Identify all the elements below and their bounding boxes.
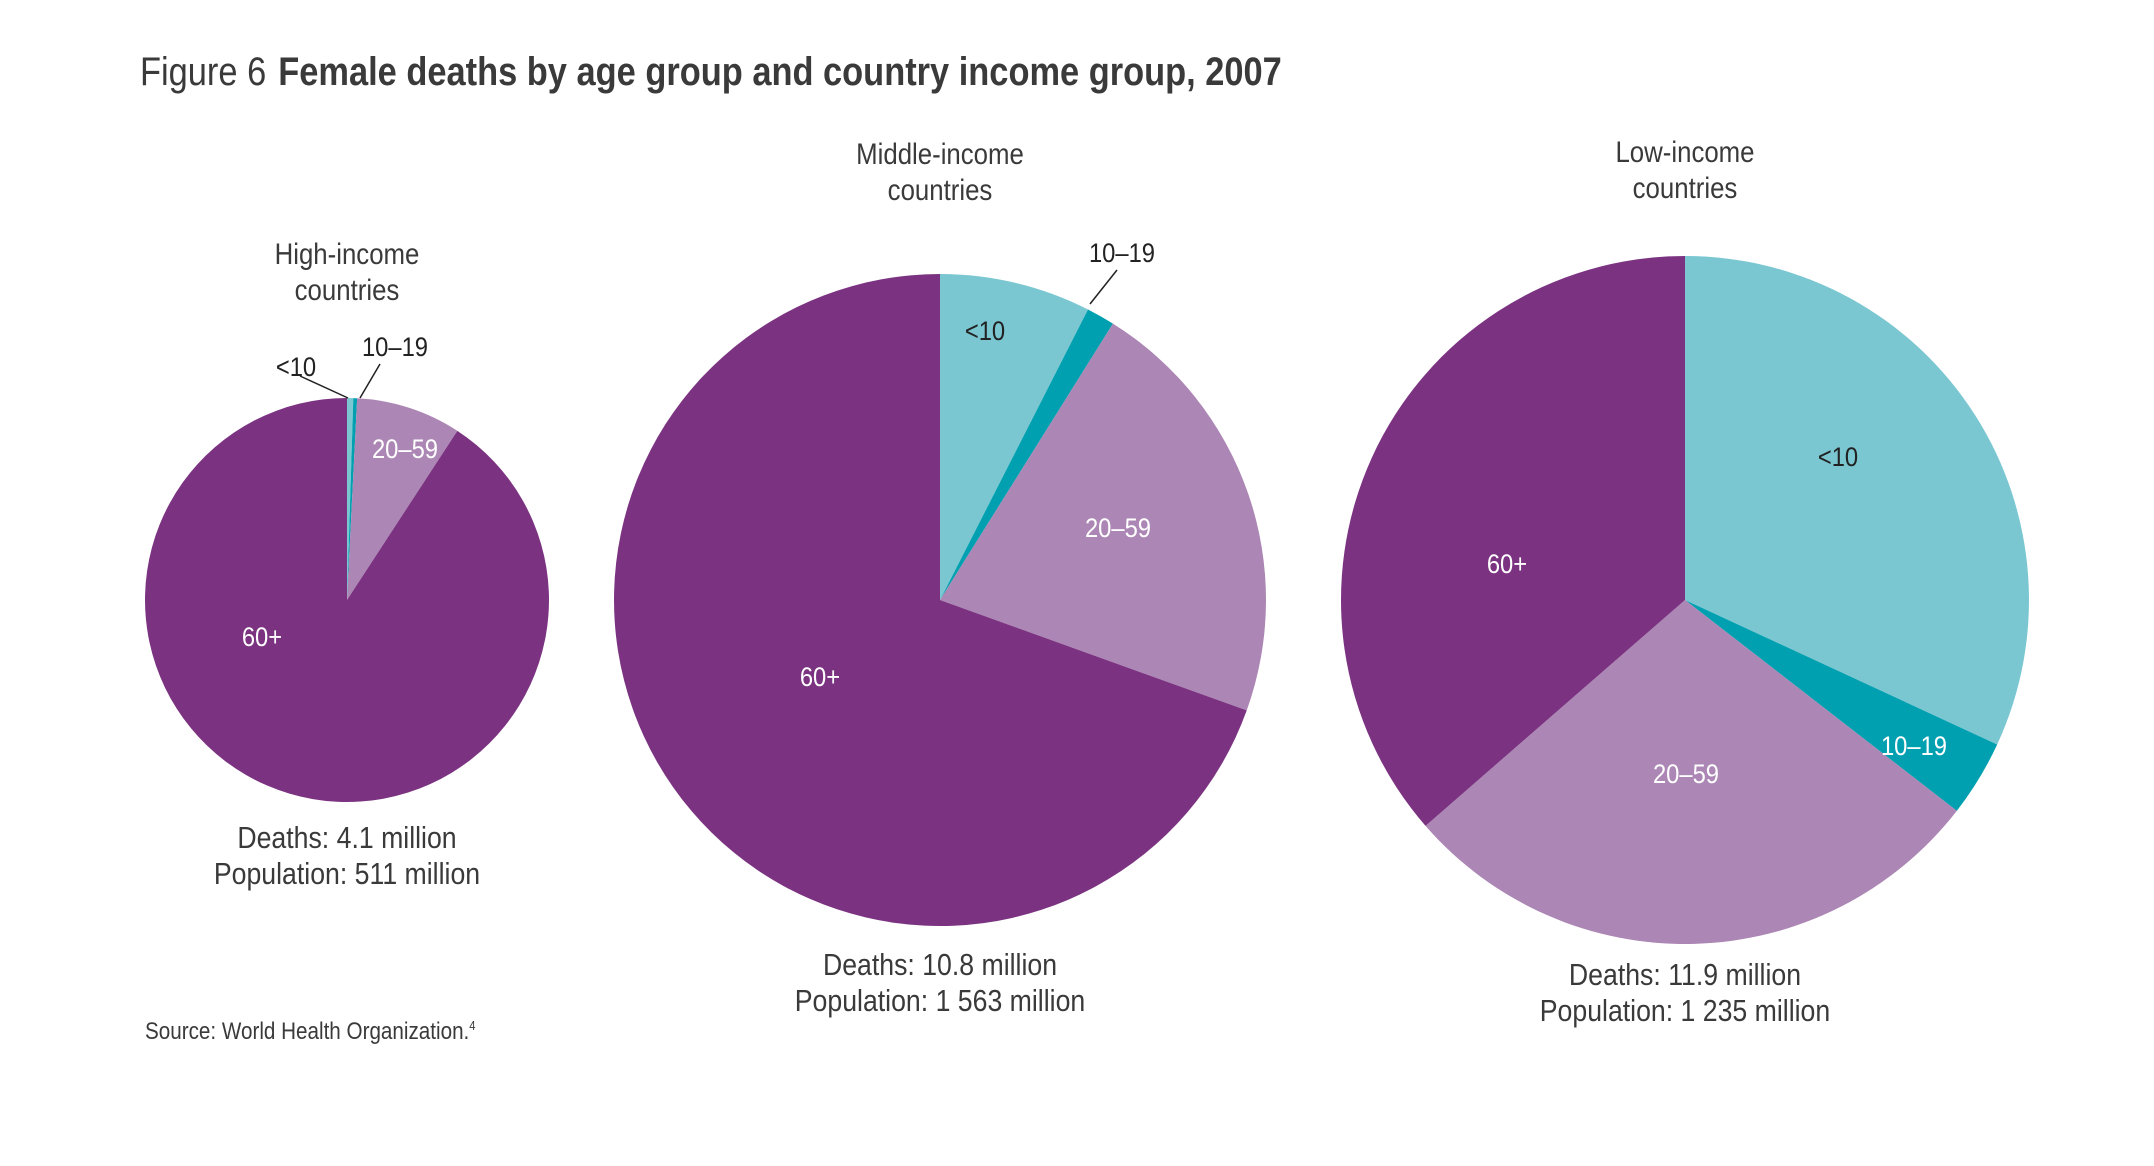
pie-1-title-line-1: countries [888, 173, 993, 206]
pie-1-footer-line-0: Deaths: 10.8 million [823, 948, 1057, 982]
pie-0-slice-2 [347, 398, 458, 600]
source-note: Source: World Health Organization.4 [145, 1018, 476, 1046]
source-text: Source: World Health Organization. [145, 1018, 470, 1045]
pie-0-slice-0 [347, 398, 354, 600]
pie-1-slice-0 [940, 274, 1088, 600]
pie-2-title-line-0: Low-income [1615, 135, 1754, 168]
pie-0-label-0: <10 [276, 353, 316, 383]
pie-0-label-2: 20–59 [372, 435, 438, 465]
pie-1-label-0: <10 [965, 317, 1005, 347]
pie-1-slice-3 [614, 274, 1247, 926]
pie-2-footer-line-0: Deaths: 11.9 million [1569, 958, 1801, 992]
pie-1-label-3: 60+ [800, 663, 840, 693]
figure-number: Figure 6 [140, 50, 267, 94]
figure-title-text: Female deaths by age group and country i… [278, 50, 1282, 94]
pie-2-slice-0 [1685, 256, 2029, 745]
source-ref: 4 [469, 1018, 476, 1033]
pie-0-slice-3 [144, 398, 549, 803]
pie-0-slice-1 [347, 398, 358, 600]
pie-1-label-2: 20–59 [1085, 514, 1151, 544]
pie-0-footer-line-0: Deaths: 4.1 million [237, 821, 456, 855]
figure-title: Figure 6 Female deaths by age group and c… [140, 50, 1282, 95]
pie-0-leader-0 [299, 375, 349, 399]
pie-2-slice-3 [1340, 256, 1685, 826]
pie-0-footer-line-1: Population: 511 million [214, 857, 480, 891]
pie-0-title-line-0: High-income [275, 237, 420, 270]
pie-2-label-1: 10–19 [1881, 732, 1947, 762]
pie-0-leader-1 [359, 363, 381, 399]
pie-2-slice-2 [1425, 600, 1957, 944]
pie-2-title-line-1: countries [1633, 171, 1738, 204]
pie-1-label-1: 10–19 [1089, 239, 1155, 269]
pie-0-title-line-1: countries [295, 273, 400, 306]
pie-1-leader-1 [1089, 269, 1118, 305]
pie-1-slice-2 [940, 323, 1267, 711]
pie-2-slice-1 [1685, 600, 1998, 811]
pie-1-footer-line-1: Population: 1 563 million [795, 984, 1085, 1018]
pie-2-footer-line-1: Population: 1 235 million [1540, 994, 1830, 1028]
pie-2-label-3: 60+ [1487, 550, 1527, 580]
pie-1-slice-1 [940, 309, 1113, 600]
pie-2-label-0: <10 [1818, 443, 1858, 473]
pie-0-label-1: 10–19 [362, 333, 428, 363]
pie-2-label-2: 20–59 [1653, 760, 1719, 790]
pie-1-title-line-0: Middle-income [856, 137, 1024, 170]
pie-0-label-3: 60+ [242, 623, 282, 653]
